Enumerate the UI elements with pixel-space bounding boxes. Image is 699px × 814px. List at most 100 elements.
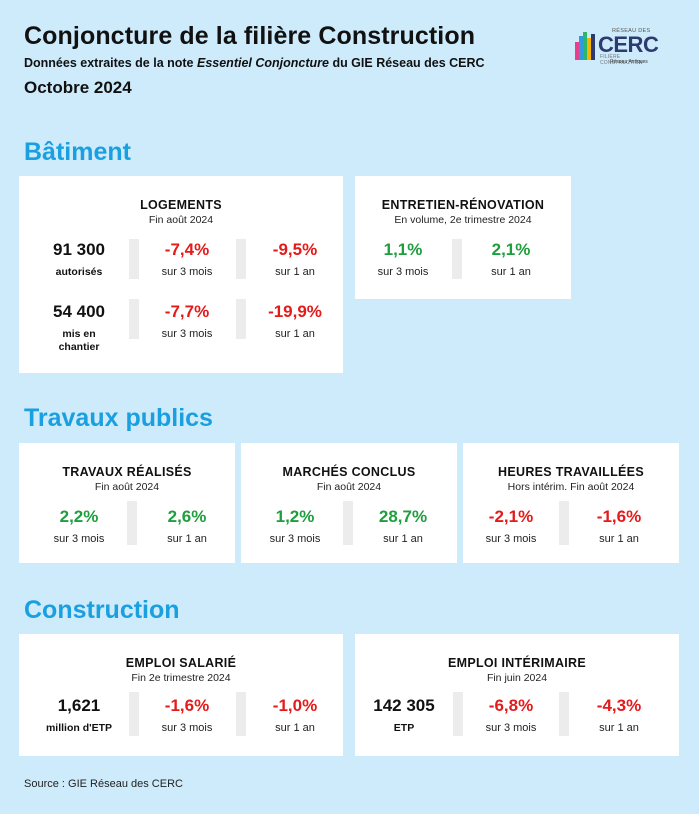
metric-label: sur 3 mois: [485, 533, 537, 545]
big-number: 54 400: [53, 302, 105, 321]
card-subtitle: Fin août 2024: [148, 214, 214, 226]
metric-value: 1,2%: [275, 507, 315, 526]
separator: [236, 299, 246, 339]
metric-value: 2,6%: [167, 507, 207, 526]
metric-value: -9,5%: [272, 240, 318, 259]
subtitle-post: du GIE Réseau des CERC: [328, 56, 485, 70]
metric-label: sur 3 mois: [269, 533, 321, 545]
emploi-interim-total: 142 305 ETP: [363, 696, 445, 735]
metric-value: 1,1%: [383, 240, 423, 259]
metric-3-mois: 1,2% sur 3 mois: [247, 507, 343, 545]
metric-label: sur 3 mois: [485, 722, 537, 734]
card-entretien-renovation: ENTRETIEN-RÉNOVATION En volume, 2e trime…: [355, 176, 571, 299]
logo-mid-text: FILIÈRE CONSTRUCTION: [600, 54, 643, 66]
big-number: 91 300: [53, 240, 105, 259]
logo-name: CERC: [598, 32, 659, 57]
metric-label: sur 1 an: [275, 722, 315, 734]
metric-value: -1,6%: [164, 696, 210, 715]
card-subtitle: Fin août 2024: [94, 481, 160, 493]
card-logements: LOGEMENTS Fin août 2024 91 300 autorisés…: [19, 176, 343, 373]
card-subtitle: Hors intérim. Fin août 2024: [507, 481, 635, 493]
separator: [236, 239, 246, 279]
separator: [343, 501, 353, 545]
metric-3-mois: -7,7% sur 3 mois: [139, 302, 235, 340]
header: Conjoncture de la filière Construction D…: [24, 22, 485, 98]
section-title-batiment: Bâtiment: [24, 138, 131, 166]
logo-bars-icon: [575, 32, 595, 60]
metric-label: sur 1 an: [275, 328, 315, 340]
metric-label: sur 3 mois: [377, 266, 429, 278]
subtitle-note-name: Essentiel Conjoncture: [196, 56, 329, 70]
report-date: Octobre 2024: [24, 78, 132, 97]
metric-3-mois: -6,8% sur 3 mois: [463, 696, 559, 734]
card-title: HEURES TRAVAILLÉES: [498, 465, 644, 479]
logo-bottom-text: Réseau Antiques: [610, 59, 648, 65]
logements-mis-en-chantier: 54 400 mis en chantier: [39, 302, 119, 354]
metric-value: -2,1%: [488, 507, 534, 526]
card-emploi-salarie: EMPLOI SALARIÉ Fin 2e trimestre 2024 1,6…: [19, 634, 343, 756]
separator: [129, 692, 139, 736]
metric-1-an: 28,7% sur 1 an: [355, 507, 451, 545]
separator: [559, 692, 569, 736]
metric-value: 2,2%: [59, 507, 99, 526]
section-title-construction: Construction: [24, 596, 180, 624]
big-unit: autorisés: [55, 266, 103, 278]
metric-1-an: 2,1% sur 1 an: [463, 240, 559, 278]
metric-1-an: -1,0% sur 1 an: [247, 696, 343, 734]
card-title: ENTRETIEN-RÉNOVATION: [381, 198, 545, 212]
metric-label: sur 3 mois: [161, 328, 213, 340]
metric-1-an: -19,9% sur 1 an: [247, 302, 343, 340]
card-travaux-realises: TRAVAUX RÉALISÉS Fin août 2024 2,2% sur …: [19, 443, 235, 563]
card-title: EMPLOI SALARIÉ: [125, 656, 237, 670]
metric-label: sur 3 mois: [161, 266, 213, 278]
separator: [453, 692, 463, 736]
metric-value: -6,8%: [488, 696, 534, 715]
metric-value: -7,4%: [164, 240, 210, 259]
metric-label: sur 1 an: [599, 722, 639, 734]
separator: [129, 299, 139, 339]
card-subtitle: Fin 2e trimestre 2024: [131, 672, 231, 684]
metric-value: -19,9%: [268, 302, 322, 321]
metric-value: -7,7%: [164, 302, 210, 321]
card-title: MARCHÉS CONCLUS: [282, 465, 416, 479]
card-subtitle: Fin août 2024: [316, 481, 382, 493]
metric-label: sur 1 an: [599, 533, 639, 545]
page-subtitle: Données extraites de la note Essentiel C…: [24, 56, 485, 70]
metric-value: -1,6%: [596, 507, 642, 526]
big-number: 1,621: [57, 696, 101, 715]
card-title: EMPLOI INTÉRIMAIRE: [447, 656, 587, 670]
metric-1-an: -4,3% sur 1 an: [571, 696, 667, 734]
card-subtitle: En volume, 2e trimestre 2024: [394, 214, 532, 226]
page-title: Conjoncture de la filière Construction: [24, 22, 476, 50]
separator: [452, 239, 462, 279]
metric-label: sur 1 an: [167, 533, 207, 545]
big-unit: million d'ETP: [45, 722, 113, 734]
metric-3-mois: -2,1% sur 3 mois: [463, 507, 559, 545]
metric-3-mois: 1,1% sur 3 mois: [355, 240, 451, 278]
emploi-salarie-total: 1,621 million d'ETP: [39, 696, 119, 735]
card-subtitle: Fin juin 2024: [486, 672, 548, 684]
metric-value: -4,3%: [596, 696, 642, 715]
big-unit: mis en chantier: [58, 328, 100, 353]
logo-top-text: RÉSEAU DES: [612, 28, 651, 34]
big-number: 142 305: [373, 696, 435, 715]
metric-value: 2,1%: [491, 240, 531, 259]
metric-value: -1,0%: [272, 696, 318, 715]
metric-label: sur 1 an: [491, 266, 531, 278]
card-title: TRAVAUX RÉALISÉS: [62, 465, 192, 479]
card-heures-travaillees: HEURES TRAVAILLÉES Hors intérim. Fin aoû…: [463, 443, 679, 563]
metric-3-mois: -7,4% sur 3 mois: [139, 240, 235, 278]
separator: [127, 501, 137, 545]
section-title-travaux-publics: Travaux publics: [24, 404, 213, 432]
cerc-logo: RÉSEAU DES CERC FILIÈRE CONSTRUCTION Rés…: [574, 26, 662, 66]
card-marches-conclus: MARCHÉS CONCLUS Fin août 2024 1,2% sur 3…: [241, 443, 457, 563]
metric-3-mois: 2,2% sur 3 mois: [31, 507, 127, 545]
subtitle-pre: Données extraites de la note: [24, 56, 197, 70]
metric-1-an: -1,6% sur 1 an: [571, 507, 667, 545]
separator: [559, 501, 569, 545]
source-note: Source : GIE Réseau des CERC: [24, 778, 183, 790]
card-title: LOGEMENTS: [140, 198, 222, 212]
card-emploi-interimaire: EMPLOI INTÉRIMAIRE Fin juin 2024 142 305…: [355, 634, 679, 756]
metric-value: 28,7%: [378, 507, 428, 526]
logements-autorises: 91 300 autorisés: [39, 240, 119, 279]
